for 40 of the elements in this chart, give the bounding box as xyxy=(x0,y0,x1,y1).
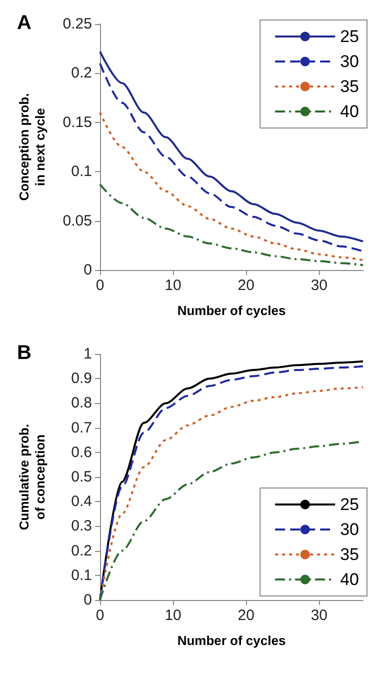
legend-label: 35 xyxy=(340,77,360,96)
x-tick-label: 30 xyxy=(310,277,328,294)
x-tick-label: 10 xyxy=(164,277,182,294)
legend-label: 30 xyxy=(340,520,360,539)
chart-title: B xyxy=(17,342,32,364)
y-tick-label: 0.5 xyxy=(71,468,92,486)
legend-label: 25 xyxy=(340,495,360,514)
x-axis-title: Number of cycles xyxy=(177,303,286,318)
x-axis-title: Number of cycles xyxy=(177,633,286,648)
legend-label: 25 xyxy=(340,27,360,46)
y-axis-title: Conception prob. in next cycle xyxy=(16,93,48,201)
legend-label: 30 xyxy=(340,52,360,71)
chart-title: A xyxy=(17,12,32,34)
x-tick-label: 10 xyxy=(164,607,182,624)
y-tick-label: 0.3 xyxy=(71,518,92,535)
x-tick-label: 0 xyxy=(96,277,104,294)
y-tick-label: 0.1 xyxy=(71,163,92,180)
y-tick-label: 0.6 xyxy=(71,444,92,461)
y-tick-label: 0.8 xyxy=(71,394,92,412)
x-tick-label: 30 xyxy=(310,607,328,624)
legend-label: 35 xyxy=(340,545,360,564)
y-tick-label: 0.9 xyxy=(71,370,92,388)
y-tick-label: 0.1 xyxy=(71,566,92,584)
y-tick-label: 0 xyxy=(84,262,92,278)
y-tick-label: 0.4 xyxy=(71,493,92,510)
y-tick-label: 0.2 xyxy=(71,64,92,82)
line-series xyxy=(99,183,364,266)
y-tick-label: 0.25 xyxy=(62,16,92,32)
legend-label: 40 xyxy=(340,570,360,589)
y-tick-label: 0 xyxy=(84,592,92,608)
y-axis-title: Cumulative prob. of conception xyxy=(16,424,48,530)
y-tick-label: 0.15 xyxy=(62,114,92,131)
y-tick-label: 1 xyxy=(84,346,92,362)
x-tick-label: 20 xyxy=(238,607,254,624)
x-tick-label: 20 xyxy=(238,277,254,294)
y-tick-label: 0.2 xyxy=(71,542,92,560)
y-tick-label: 0.05 xyxy=(62,212,92,230)
x-tick-label: 0 xyxy=(96,607,104,624)
legend-label: 40 xyxy=(340,102,360,121)
y-tick-label: 0.7 xyxy=(71,419,92,436)
